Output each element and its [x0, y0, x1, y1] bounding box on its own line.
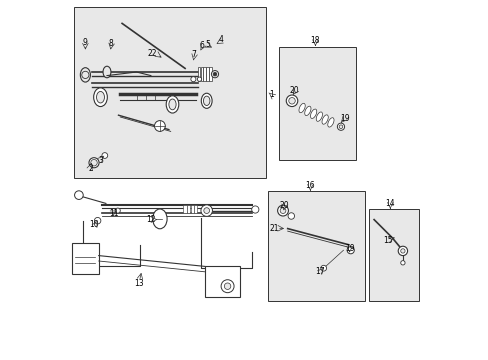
Circle shape [201, 205, 212, 216]
Ellipse shape [166, 96, 179, 113]
Text: 13: 13 [134, 279, 144, 288]
Text: 12: 12 [146, 215, 155, 224]
Circle shape [285, 95, 297, 107]
Bar [368, 209, 418, 301]
Circle shape [400, 261, 404, 265]
Text: 3: 3 [98, 156, 103, 165]
Text: 1: 1 [268, 90, 273, 99]
Bar [204, 266, 240, 297]
Ellipse shape [322, 115, 327, 124]
Ellipse shape [96, 91, 104, 103]
Bar [73, 7, 265, 178]
Text: 8: 8 [109, 39, 113, 48]
Circle shape [190, 77, 196, 82]
Bar [194, 205, 197, 213]
Text: 10: 10 [89, 220, 99, 229]
Circle shape [75, 191, 83, 199]
Bar [267, 191, 365, 301]
Text: 21: 21 [269, 224, 278, 233]
Bar [190, 205, 193, 213]
Text: 2: 2 [88, 164, 93, 173]
Circle shape [154, 121, 165, 131]
Ellipse shape [89, 158, 99, 168]
Ellipse shape [316, 112, 322, 121]
Text: 20: 20 [279, 202, 288, 210]
Text: 14: 14 [385, 199, 394, 208]
Ellipse shape [327, 118, 333, 127]
Bar [209, 67, 211, 81]
Bar [203, 67, 205, 81]
Text: 20: 20 [289, 86, 298, 95]
Text: 7: 7 [191, 50, 196, 59]
Circle shape [197, 77, 201, 81]
Circle shape [320, 265, 326, 271]
Ellipse shape [80, 68, 90, 82]
Circle shape [280, 208, 285, 213]
Circle shape [397, 246, 407, 256]
Bar [186, 205, 190, 213]
Circle shape [339, 125, 342, 129]
Circle shape [221, 280, 234, 293]
Ellipse shape [103, 66, 111, 78]
Text: 6: 6 [199, 41, 204, 50]
Text: 22: 22 [148, 49, 157, 58]
Circle shape [277, 205, 288, 216]
Text: 19: 19 [340, 114, 349, 123]
Ellipse shape [298, 103, 305, 113]
Ellipse shape [152, 209, 167, 229]
Circle shape [203, 208, 209, 213]
Ellipse shape [94, 88, 107, 107]
Circle shape [288, 98, 295, 104]
Circle shape [346, 247, 354, 254]
Circle shape [211, 71, 218, 78]
Ellipse shape [304, 106, 310, 116]
Bar [197, 67, 200, 81]
Text: 16: 16 [305, 181, 315, 189]
Circle shape [337, 123, 344, 130]
Ellipse shape [310, 109, 316, 118]
Bar [72, 243, 99, 274]
Bar [200, 67, 203, 81]
Text: 5: 5 [205, 40, 210, 49]
Circle shape [94, 217, 101, 224]
Text: 11: 11 [108, 209, 118, 217]
Circle shape [213, 72, 216, 76]
Ellipse shape [91, 159, 97, 166]
Text: 9: 9 [83, 38, 88, 47]
Text: 15: 15 [383, 236, 392, 245]
Circle shape [251, 206, 258, 213]
Circle shape [102, 153, 107, 158]
Bar [206, 67, 208, 81]
Circle shape [287, 213, 294, 219]
Text: 19: 19 [344, 244, 354, 253]
Circle shape [400, 249, 404, 253]
Circle shape [115, 208, 120, 213]
Text: 18: 18 [310, 36, 320, 45]
Circle shape [224, 283, 230, 289]
Circle shape [81, 71, 89, 78]
Text: 4: 4 [218, 35, 223, 44]
Bar [278, 47, 355, 160]
Ellipse shape [201, 93, 212, 108]
Ellipse shape [168, 99, 176, 110]
Ellipse shape [203, 96, 209, 105]
Bar [183, 205, 186, 213]
Text: 17: 17 [315, 267, 324, 276]
